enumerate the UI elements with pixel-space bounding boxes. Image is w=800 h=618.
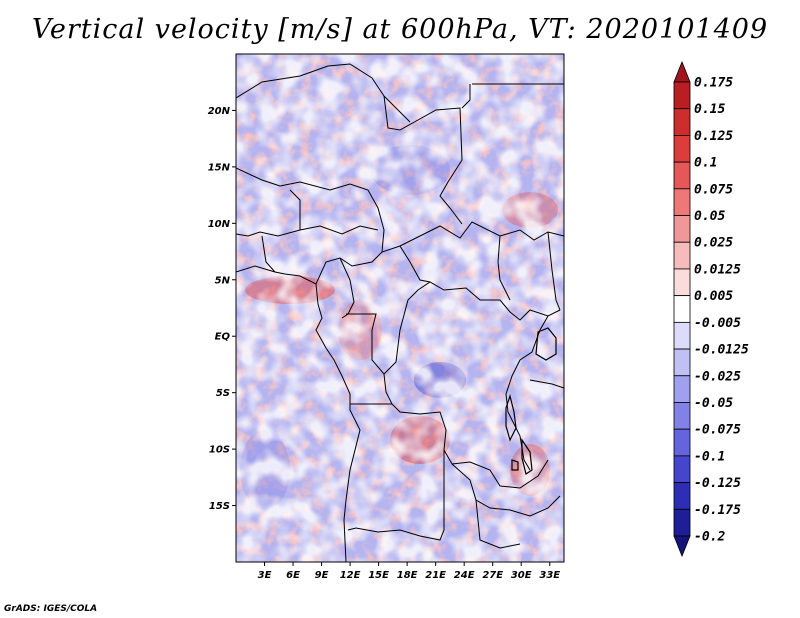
lat-tick-label: 15N (208, 162, 231, 173)
country-borders (236, 63, 564, 562)
colorbar-label: -0.125 (694, 476, 741, 491)
colorbar-swatch (673, 215, 691, 243)
lat-tick-label: 10N (208, 219, 231, 230)
colorbar-swatch (673, 455, 691, 483)
lat-tick-label: 10S (209, 445, 230, 456)
colorbar-label: 0.1 (694, 156, 717, 171)
colorbar-swatch (673, 508, 691, 537)
colorbar: 0.175 0.15 0.125 0.1 0.075 0.05 0.025 0.0125 0.0… (673, 60, 749, 558)
colorbar-label: 0.005 (694, 289, 733, 304)
colorbar-swatch (673, 268, 691, 297)
colorbar-label: 0.075 (694, 182, 733, 197)
lat-tick-label: 15S (209, 501, 230, 512)
lakes (505, 327, 557, 475)
colorbar-swatch (673, 108, 691, 136)
colorbar-label: -0.075 (694, 423, 741, 438)
map-title: Vertical velocity [m/s] at 600hPa, VT: 2… (31, 14, 769, 45)
colorbar-swatch (673, 428, 691, 457)
colorbar-label: 0.05 (694, 209, 725, 224)
lon-tick-label: 12E (340, 570, 361, 581)
lat-tick-label: 5S (216, 388, 230, 399)
colorbar-swatch (673, 402, 691, 430)
colorbar-label: -0.005 (694, 316, 741, 331)
lon-tick-label: 33E (539, 570, 560, 581)
lat-tick-label: 20N (208, 106, 231, 117)
colorbar-swatch (673, 188, 691, 216)
colorbar-swatch (673, 241, 691, 270)
colorbar-swatch (673, 60, 691, 83)
latitude-axis: 20N 15N 10N 5N EQ 5S 10S 15S (208, 106, 236, 512)
colorbar-swatch (673, 375, 691, 403)
lon-tick-label: 30E (511, 570, 532, 581)
map-frame (235, 53, 565, 563)
lat-tick-label: EQ (215, 332, 231, 343)
colorbar-label: -0.2 (694, 530, 725, 545)
colorbar-label: 0.0125 (694, 262, 741, 277)
colorbar-swatch (673, 295, 691, 323)
grads-credit: GrADS: IGES/COLA (4, 604, 98, 614)
colorbar-swatch (673, 348, 691, 377)
lon-tick-label: 3E (258, 570, 272, 581)
colorbar-label: 0.175 (694, 76, 733, 91)
colorbar-swatch (673, 321, 691, 350)
colorbar-swatch (673, 535, 691, 558)
colorbar-label: -0.05 (694, 396, 733, 411)
colorbar-label: 0.125 (694, 129, 733, 144)
colorbar-swatch (673, 482, 691, 510)
lon-tick-label: 18E (397, 570, 418, 581)
lat-tick-label: 5N (215, 275, 231, 286)
lon-tick-label: 21E (425, 570, 446, 581)
colorbar-label: -0.0125 (694, 343, 749, 358)
colorbar-swatch (673, 135, 691, 163)
colorbar-swatch (673, 161, 691, 190)
colorbar-swatch (673, 81, 691, 110)
velocity-field (236, 54, 564, 562)
colorbar-label: 0.15 (694, 102, 725, 117)
lon-tick-label: 24E (454, 570, 475, 581)
lon-tick-label: 27E (482, 570, 503, 581)
lon-tick-label: 15E (368, 570, 389, 581)
longitude-axis: 3E 6E 9E 12E 15E 18E 21E 24E 27E 30E 33E (258, 562, 560, 581)
colorbar-label: -0.175 (694, 503, 741, 518)
colorbar-label: 0.025 (694, 236, 733, 251)
colorbar-label: -0.1 (694, 449, 725, 464)
lon-tick-label: 9E (315, 570, 329, 581)
lon-tick-label: 6E (286, 570, 300, 581)
colorbar-label: -0.025 (694, 369, 741, 384)
